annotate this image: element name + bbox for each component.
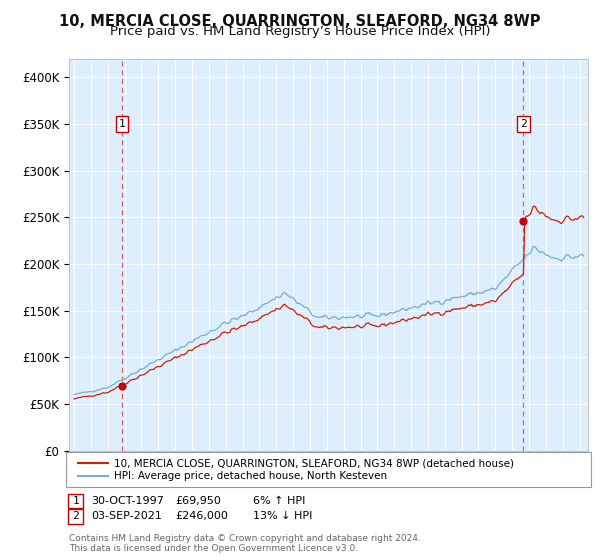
Text: 10, MERCIA CLOSE, QUARRINGTON, SLEAFORD, NG34 8WP: 10, MERCIA CLOSE, QUARRINGTON, SLEAFORD,… <box>59 14 541 29</box>
Text: 1: 1 <box>72 496 79 506</box>
Text: 1: 1 <box>118 119 125 129</box>
Point <box>117 381 127 390</box>
Text: 03-SEP-2021: 03-SEP-2021 <box>91 511 162 521</box>
Text: 30-OCT-1997: 30-OCT-1997 <box>91 496 164 506</box>
Text: Price paid vs. HM Land Registry’s House Price Index (HPI): Price paid vs. HM Land Registry’s House … <box>110 25 490 38</box>
Text: 6% ↑ HPI: 6% ↑ HPI <box>253 496 305 506</box>
Text: 2: 2 <box>520 119 527 129</box>
Text: 13% ↓ HPI: 13% ↓ HPI <box>253 511 313 521</box>
Text: HPI: Average price, detached house, North Kesteven: HPI: Average price, detached house, Nort… <box>114 472 387 481</box>
Point <box>518 217 528 226</box>
Text: 2: 2 <box>72 511 79 521</box>
Text: £246,000: £246,000 <box>175 511 228 521</box>
Text: Contains HM Land Registry data © Crown copyright and database right 2024.
This d: Contains HM Land Registry data © Crown c… <box>69 534 421 553</box>
Text: 10, MERCIA CLOSE, QUARRINGTON, SLEAFORD, NG34 8WP (detached house): 10, MERCIA CLOSE, QUARRINGTON, SLEAFORD,… <box>114 459 514 468</box>
Text: £69,950: £69,950 <box>175 496 221 506</box>
